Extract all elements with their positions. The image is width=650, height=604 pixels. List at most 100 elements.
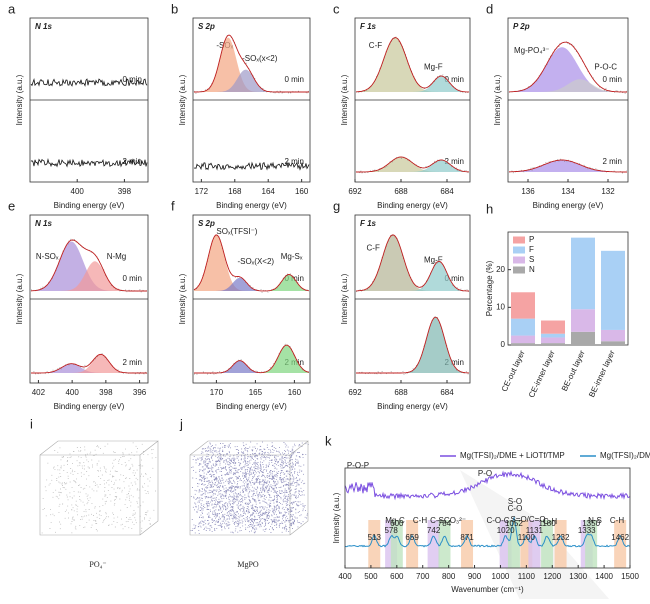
peak-number: 1052 xyxy=(505,519,523,528)
y-axis-label: Intensity (a.u.) xyxy=(340,273,349,324)
panel-letter: d xyxy=(486,1,493,16)
spectrum-line xyxy=(344,470,631,501)
fit-envelope xyxy=(356,234,469,292)
x-tick-label: 1200 xyxy=(543,572,561,581)
bond-label: C-O xyxy=(508,504,523,513)
x-axis-label: Binding energy (eV) xyxy=(377,201,448,210)
x-tick-label: 165 xyxy=(249,388,263,397)
bar-segment xyxy=(511,343,535,345)
time-label: 0 min xyxy=(284,75,304,84)
element-label: N 1s xyxy=(35,22,52,31)
peak-number: 578 xyxy=(384,526,398,535)
fit-envelope xyxy=(356,37,470,93)
x-axis-label: Binding energy (eV) xyxy=(54,201,125,210)
bond-label: C-O-C xyxy=(486,516,509,525)
raw-spectrum xyxy=(193,343,310,375)
particles xyxy=(190,441,309,535)
fit-component xyxy=(356,317,469,373)
x-tick-label: 684 xyxy=(440,388,454,397)
fit-component xyxy=(356,234,469,291)
fit-component xyxy=(194,69,309,92)
y-axis-label: Intensity (a.u.) xyxy=(493,74,502,125)
x-tick-label: 400 xyxy=(65,388,79,397)
band-shade xyxy=(368,520,381,568)
time-label: 0 min xyxy=(122,75,142,84)
legend-label: N xyxy=(529,265,535,274)
legend-swatch xyxy=(513,256,525,264)
fit-component xyxy=(31,261,147,291)
panel-letter: j xyxy=(179,416,183,431)
y-axis-label: Intensity (a.u.) xyxy=(15,273,24,324)
fit-component xyxy=(31,241,147,291)
bond-label: Mg-C xyxy=(385,516,405,525)
peak-number: 659 xyxy=(405,533,419,542)
y-axis-label: Intensity (a.u.) xyxy=(332,492,341,543)
panel-letter: b xyxy=(171,1,178,16)
bar-segment xyxy=(541,333,565,338)
element-label: S 2p xyxy=(198,22,215,31)
x-tick-label: BE-out layer xyxy=(560,349,587,393)
bar-segment xyxy=(571,331,595,345)
element-label: F 1s xyxy=(360,219,377,228)
bond-label: C-H xyxy=(543,517,557,526)
raw-spectrum xyxy=(193,161,310,171)
fit-component xyxy=(194,37,309,92)
x-tick-label: 1500 xyxy=(621,572,639,581)
peak-number: 1232 xyxy=(552,533,570,542)
element-label: F 1s xyxy=(360,22,377,31)
bar-segment xyxy=(511,292,535,319)
fit-component xyxy=(509,160,627,172)
x-tick-label: 160 xyxy=(295,187,309,196)
x-tick-label: 402 xyxy=(32,388,46,397)
fit-envelope xyxy=(356,156,470,173)
x-axis-label: Wavenumber (cm⁻¹) xyxy=(451,585,524,594)
fit-component xyxy=(356,37,469,92)
y-axis-label: Intensity (a.u.) xyxy=(178,273,187,324)
fit-component xyxy=(356,157,469,172)
bar-segment xyxy=(571,309,595,332)
fit-component xyxy=(194,235,309,291)
x-tick-label: 134 xyxy=(561,187,575,196)
peak-label: -SOₓ(x<2) xyxy=(242,54,278,63)
band-shade xyxy=(614,520,627,568)
x-tick-label: 700 xyxy=(416,572,430,581)
band-shade xyxy=(507,520,520,568)
plot-frame xyxy=(507,231,629,346)
x-tick-label: 160 xyxy=(288,388,302,397)
x-tick-label: 168 xyxy=(228,187,242,196)
x-tick-label: 600 xyxy=(390,572,404,581)
element-label: P 2p xyxy=(513,22,530,31)
bond-label: S-O xyxy=(508,497,522,506)
time-label: 0 min xyxy=(122,274,142,283)
legend-swatch xyxy=(513,236,525,244)
spectrum-line xyxy=(344,516,630,548)
peak-label: -SOₓ(X<2) xyxy=(237,257,274,266)
time-label: 2 min xyxy=(444,358,464,367)
x-tick-label: 170 xyxy=(210,388,224,397)
peak-number: 1131 xyxy=(526,526,544,535)
x-axis-label: Binding energy (eV) xyxy=(377,402,448,411)
peak-label: P-O-C xyxy=(594,62,617,71)
peak-number: 1333 xyxy=(578,526,596,535)
element-label: S 2p xyxy=(198,219,215,228)
fit-envelope xyxy=(356,316,469,374)
bond-label: C-H xyxy=(610,516,624,525)
fit-component xyxy=(194,360,309,373)
y-tick-label: 10 xyxy=(496,302,505,311)
legend-label: Mg(TFSI)₂/DME + LiOTf/TMP xyxy=(460,451,565,460)
band-shade xyxy=(541,520,554,568)
band-shade xyxy=(390,520,403,568)
bar-segment xyxy=(601,250,625,330)
y-tick-label: 0 xyxy=(501,340,506,349)
fit-envelope xyxy=(194,34,309,93)
time-label: 2 min xyxy=(444,157,464,166)
peak-label: N-Mg xyxy=(107,252,127,261)
x-tick-label: 1400 xyxy=(595,572,613,581)
band-shade xyxy=(427,520,440,568)
x-tick-label: 172 xyxy=(195,187,209,196)
x-tick-label: 398 xyxy=(99,388,113,397)
x-tick-label: 136 xyxy=(521,187,535,196)
peak-label: Mg-F xyxy=(424,62,443,71)
x-tick-label: 800 xyxy=(442,572,456,581)
